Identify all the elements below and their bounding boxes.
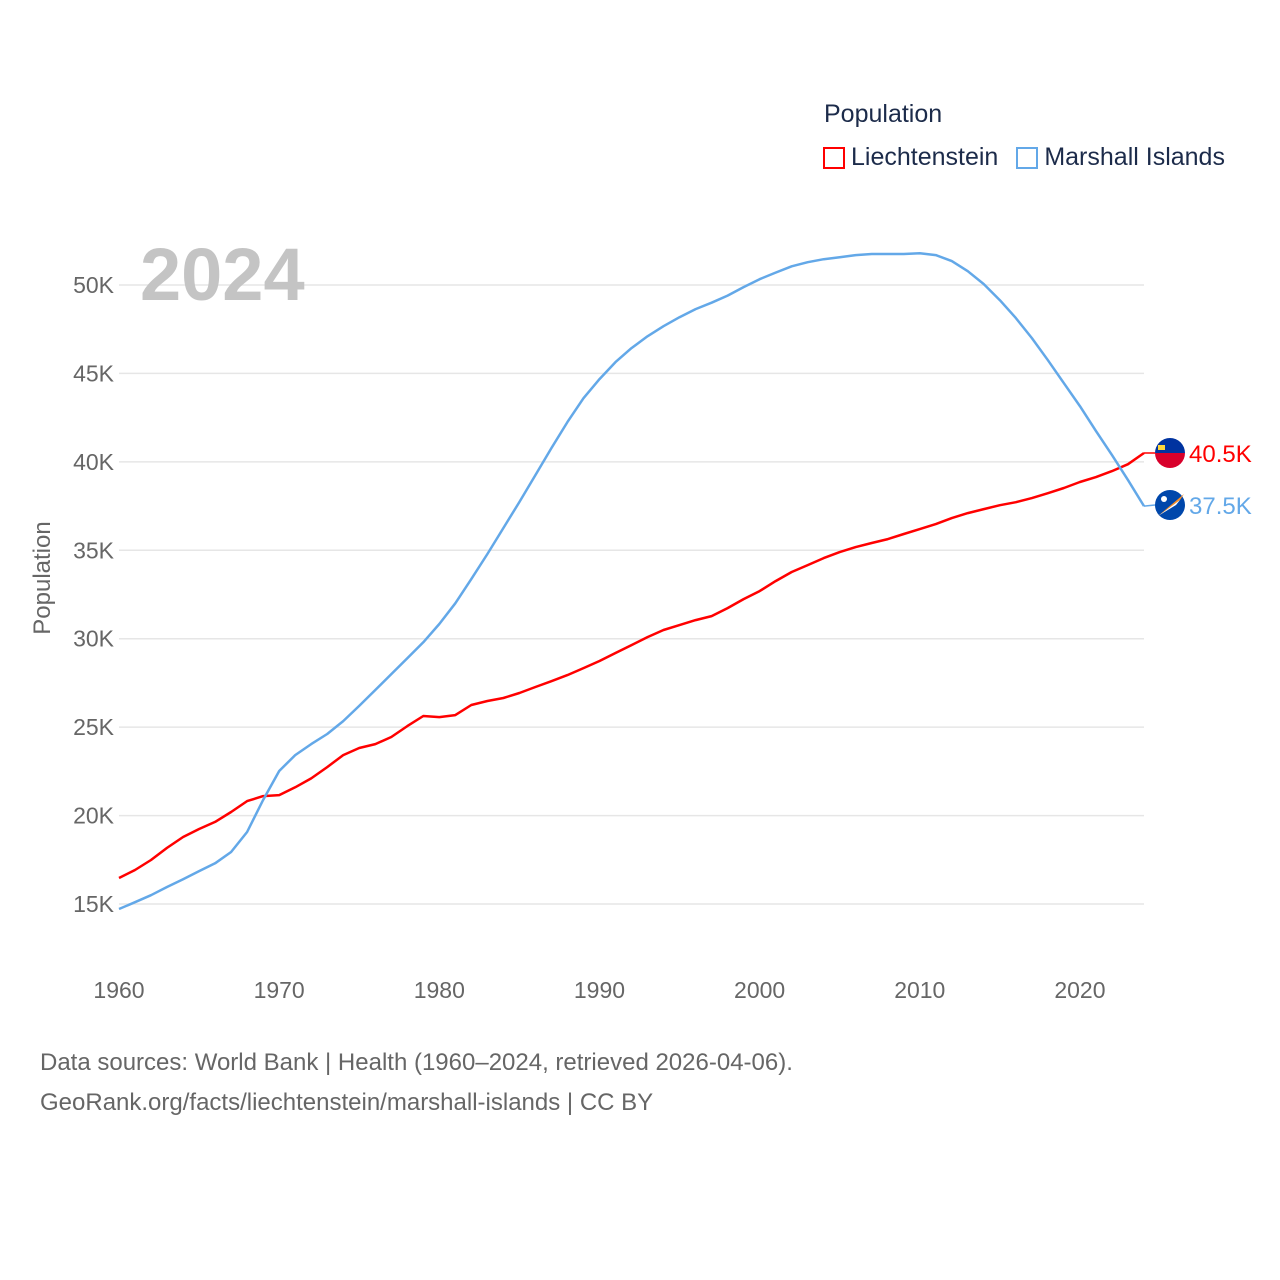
y-tick-label: 45K — [73, 360, 115, 386]
gridlines — [119, 284, 1144, 905]
flag-bg — [1155, 490, 1185, 520]
end-value-label: 40.5K — [1189, 441, 1252, 468]
legend-label: Marshall Islands — [1044, 143, 1225, 171]
series-line-marshall-islands — [118, 251, 1146, 911]
crown — [1158, 445, 1165, 450]
y-axis: 15K 20K 25K 30K 35K 40K 45K 50K — [73, 272, 115, 917]
y-tick-label: 20K — [73, 803, 115, 829]
legend-swatch — [823, 146, 845, 169]
flag-white — [1158, 500, 1180, 516]
series-line-liechtenstein — [118, 451, 1145, 880]
end-value-label: 37.5K — [1189, 493, 1252, 520]
y-tick-label: 15K — [73, 891, 115, 917]
marshall-islands-flag-icon — [1155, 490, 1185, 520]
y-tick-label: 35K — [73, 537, 115, 563]
source-link[interactable]: GeoRank.org/facts/liechtenstein/marshall… — [40, 1089, 654, 1116]
legend-item-liechtenstein[interactable]: Liechtenstein — [823, 143, 998, 172]
series-lines — [118, 251, 1146, 911]
y-tick-label: 40K — [73, 449, 115, 475]
flag-bottom — [1155, 453, 1185, 468]
x-tick-label: 1990 — [574, 977, 625, 1003]
x-tick-label: 1960 — [93, 977, 144, 1003]
legend-label: Liechtenstein — [851, 143, 999, 171]
leader-line — [1143, 504, 1156, 507]
data-sources: Data sources: World Bank | Health (1960–… — [40, 1049, 793, 1076]
y-tick-label: 50K — [73, 272, 115, 298]
flag-star — [1161, 496, 1167, 502]
legend: Liechtenstein Marshall Islands — [823, 143, 1225, 172]
y-axis-label: Population — [29, 521, 56, 634]
footer: Data sources: World Bank | Health (1960–… — [40, 1043, 793, 1123]
x-tick-label: 1970 — [254, 977, 305, 1003]
liechtenstein-flag-icon — [1155, 438, 1185, 468]
y-tick-label: 25K — [73, 714, 115, 740]
x-tick-label: 2020 — [1054, 977, 1105, 1003]
legend-swatch — [1016, 146, 1039, 169]
x-axis: 1960 1970 1980 1990 2000 2010 2020 — [93, 977, 1105, 1003]
x-tick-label: 2010 — [894, 977, 945, 1003]
flag-orange — [1158, 494, 1184, 516]
legend-title: Population — [824, 100, 943, 128]
y-tick-label: 30K — [73, 626, 115, 652]
end-labels: 40.5K 37.5K — [1143, 438, 1252, 520]
x-tick-label: 2000 — [734, 977, 785, 1003]
year-watermark: 2024 — [140, 233, 305, 316]
x-tick-label: 1980 — [414, 977, 465, 1003]
legend-item-marshall-islands[interactable]: Marshall Islands — [1016, 143, 1225, 172]
